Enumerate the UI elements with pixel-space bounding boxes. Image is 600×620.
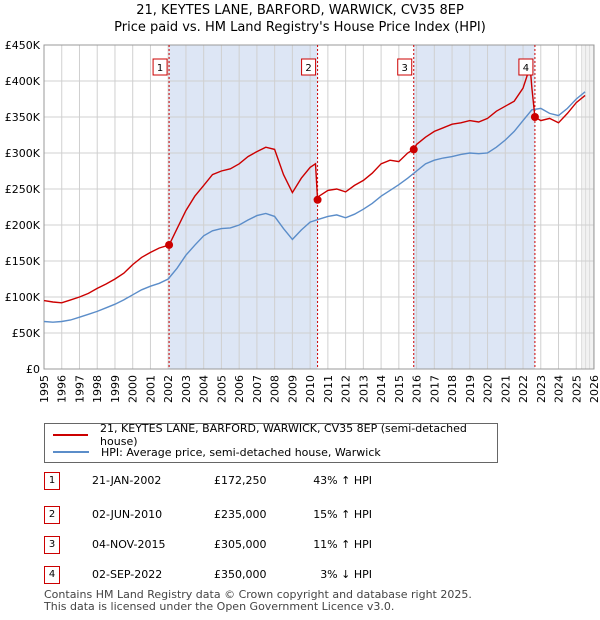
legend-item-hpi: HPI: Average price, semi-detached house,…	[53, 444, 381, 460]
sale-hpi-diff: 43% ↑ HPI	[313, 474, 372, 487]
sale-date: 02-SEP-2022	[92, 568, 163, 581]
sale-number-box	[518, 58, 534, 76]
sale-marker-box: 1	[44, 472, 60, 490]
x-tick-label: 1999	[109, 375, 122, 403]
y-tick-label: £300K	[5, 147, 41, 160]
x-tick-label: 2000	[127, 375, 140, 403]
sale-price: £350,000	[214, 568, 267, 581]
y-tick-label: £150K	[5, 255, 41, 268]
title-line-1: 21, KEYTES LANE, BARFORD, WARWICK, CV35 …	[136, 3, 464, 18]
x-tick-label: 2025	[570, 375, 583, 403]
x-tick-label: 2014	[375, 375, 388, 403]
x-tick-label: 2005	[215, 375, 228, 403]
sale-hpi-diff: 3% ↓ HPI	[320, 568, 372, 581]
x-tick-label: 1996	[56, 375, 69, 403]
x-tick-label: 2006	[233, 375, 246, 403]
sale-marker-box: 3	[44, 536, 60, 554]
x-tick-label: 2013	[357, 375, 370, 403]
legend-item-property: 21, KEYTES LANE, BARFORD, WARWICK, CV35 …	[53, 422, 497, 448]
x-tick-label: 2017	[428, 375, 441, 403]
sale-date: 21-JAN-2002	[92, 474, 162, 487]
legend-label-hpi: HPI: Average price, semi-detached house,…	[101, 445, 381, 459]
sale-marker-box: 2	[44, 506, 60, 524]
legend: 21, KEYTES LANE, BARFORD, WARWICK, CV35 …	[44, 422, 498, 463]
chart-title: 21, KEYTES LANE, BARFORD, WARWICK, CV35 …	[0, 2, 600, 36]
x-tick-label: 2023	[535, 375, 548, 403]
shaded-range	[413, 45, 535, 369]
sale-number-label: 4	[523, 63, 529, 74]
sale-number-box	[301, 58, 317, 76]
x-tick-label: 2002	[162, 375, 175, 403]
table-row: 2 02-JUN-2010 £235,000 15% ↑ HPI	[44, 506, 384, 524]
x-tick-label: 2011	[322, 375, 335, 403]
x-tick-label: 2018	[446, 375, 459, 403]
x-tick-label: 2022	[517, 375, 530, 403]
plot-border	[43, 44, 595, 370]
y-tick-label: £200K	[5, 219, 41, 232]
footer-copyright: Contains HM Land Registry data © Crown c…	[44, 588, 472, 601]
sale-date: 04-NOV-2015	[92, 538, 166, 551]
title-line-2: Price paid vs. HM Land Registry's House …	[114, 20, 486, 35]
future-region	[581, 45, 594, 369]
x-tick-label: 2003	[180, 375, 193, 403]
sale-number-label: 3	[402, 63, 408, 74]
sale-number-box	[152, 58, 168, 76]
table-row: 1 21-JAN-2002 £172,250 43% ↑ HPI	[44, 472, 384, 490]
x-tick-label: 2012	[340, 375, 353, 403]
table-row: 4 02-SEP-2022 £350,000 3% ↓ HPI	[44, 566, 384, 584]
y-tick-label: £400K	[5, 75, 41, 88]
y-tick-label: £50K	[12, 327, 41, 340]
x-tick-label: 2024	[553, 375, 566, 403]
sale-marker-box: 4	[44, 566, 60, 584]
x-tick-label: 2007	[251, 375, 264, 403]
x-tick-label: 2009	[286, 375, 299, 403]
x-tick-label: 1995	[38, 375, 51, 403]
table-row: 3 04-NOV-2015 £305,000 11% ↑ HPI	[44, 536, 384, 554]
sale-number-box	[397, 58, 413, 76]
sale-point	[165, 240, 174, 249]
y-tick-label: £100K	[5, 291, 41, 304]
x-tick-label: 2015	[393, 375, 406, 403]
x-tick-label: 1998	[91, 375, 104, 403]
y-tick-label: £450K	[5, 39, 41, 52]
x-tick-label: 2010	[304, 375, 317, 403]
sale-point	[409, 145, 418, 154]
x-tick-label: 2026	[588, 375, 600, 403]
sale-number-label: 1	[157, 63, 163, 74]
shaded-range	[169, 45, 318, 369]
x-tick-label: 2016	[411, 375, 424, 403]
x-tick-label: 2019	[464, 375, 477, 403]
legend-swatch-hpi	[53, 451, 89, 453]
sale-price: £235,000	[214, 508, 267, 521]
sale-hpi-diff: 11% ↑ HPI	[313, 538, 372, 551]
x-tick-label: 1997	[73, 375, 86, 403]
x-tick-label: 2001	[144, 375, 157, 403]
x-tick-label: 2021	[499, 375, 512, 403]
sale-point	[530, 113, 539, 121]
y-tick-label: £350K	[5, 111, 41, 124]
x-tick-label: 2020	[482, 375, 495, 403]
legend-label-property: 21, KEYTES LANE, BARFORD, WARWICK, CV35 …	[100, 422, 467, 448]
price-chart: £0 £50K £100K £150K £200K £250K £300K £350K £400…	[5, 39, 600, 403]
y-tick-label: £0	[26, 363, 40, 376]
sale-date: 02-JUN-2010	[92, 508, 163, 521]
x-tick-label: 2008	[269, 375, 282, 403]
footer: Contains HM Land Registry data © Crown c…	[44, 589, 472, 613]
footer-licence: This data is licensed under the Open Gov…	[44, 600, 395, 613]
y-tick-label: £250K	[5, 183, 41, 196]
x-tick-label: 2004	[198, 375, 211, 403]
legend-swatch-property	[53, 434, 89, 436]
sale-price: £172,250	[214, 474, 267, 487]
sale-hpi-diff: 15% ↑ HPI	[313, 508, 372, 521]
sale-point	[313, 195, 322, 204]
hpi-line	[43, 91, 586, 323]
sale-number-label: 2	[305, 63, 311, 74]
sale-price: £305,000	[214, 538, 267, 551]
